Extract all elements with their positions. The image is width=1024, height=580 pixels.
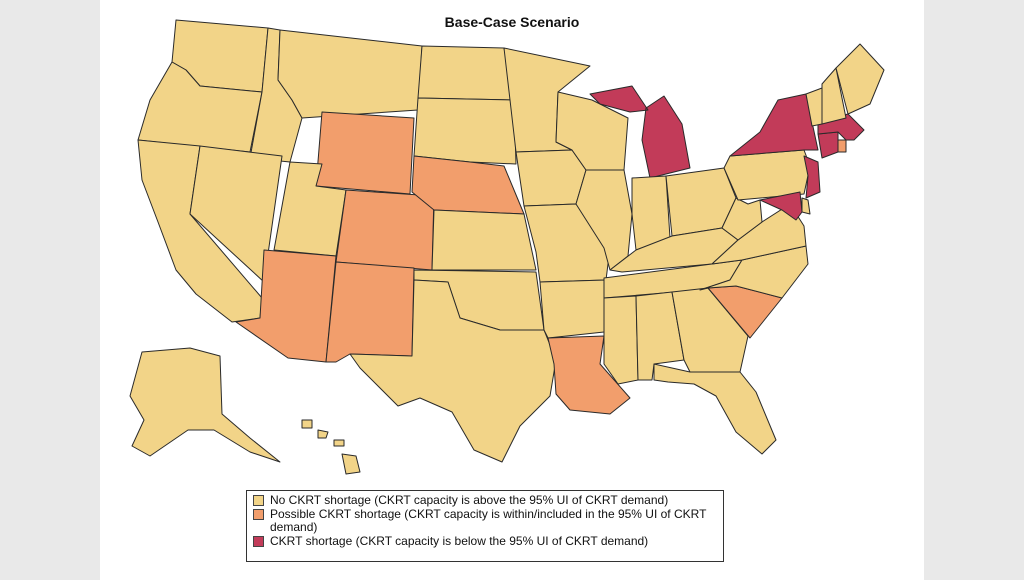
state-LA [547, 335, 631, 415]
map-title: Base-Case Scenario [444, 14, 580, 30]
state-IA [515, 149, 587, 207]
state-DE [801, 197, 811, 215]
state-NY [729, 93, 819, 157]
state-NH [821, 67, 847, 125]
legend-swatch-shortage [253, 536, 264, 547]
state-NJ [803, 155, 821, 199]
state-OR [137, 61, 263, 153]
state-MS [603, 295, 639, 385]
legend: No CKRT shortage (CKRT capacity is above… [246, 490, 724, 562]
state-MT [277, 29, 423, 119]
legend-label-shortage: CKRT shortage (CKRT capacity is below th… [270, 534, 649, 548]
state-AK [129, 347, 281, 463]
state-HI [301, 419, 361, 475]
legend-swatch-possible [253, 509, 264, 520]
legend-swatch-none [253, 495, 264, 506]
legend-label-possible: Possible CKRT shortage (CKRT capacity is… [270, 507, 707, 534]
state-NE [411, 155, 525, 215]
state-SD [413, 97, 517, 165]
state-MD [759, 191, 803, 221]
state-NC [699, 245, 809, 299]
state-TX [349, 279, 557, 463]
state-NM [325, 261, 415, 363]
legend-label-none: No CKRT shortage (CKRT capacity is above… [270, 493, 669, 507]
legend-item-possible: Possible CKRT shortage (CKRT capacity is… [253, 508, 717, 534]
state-AZ [235, 249, 337, 363]
state-ME [835, 43, 885, 115]
state-CO [335, 189, 435, 271]
legend-item-shortage: CKRT shortage (CKRT capacity is below th… [253, 535, 717, 548]
state-FL [653, 363, 777, 455]
state-ND [417, 45, 515, 101]
legend-item-none: No CKRT shortage (CKRT capacity is above… [253, 494, 717, 507]
state-AR [539, 279, 607, 339]
state-RI [837, 139, 847, 153]
state-CT [817, 131, 839, 159]
state-KS [431, 209, 537, 271]
state-WY [315, 111, 415, 195]
state-MI [589, 85, 691, 179]
